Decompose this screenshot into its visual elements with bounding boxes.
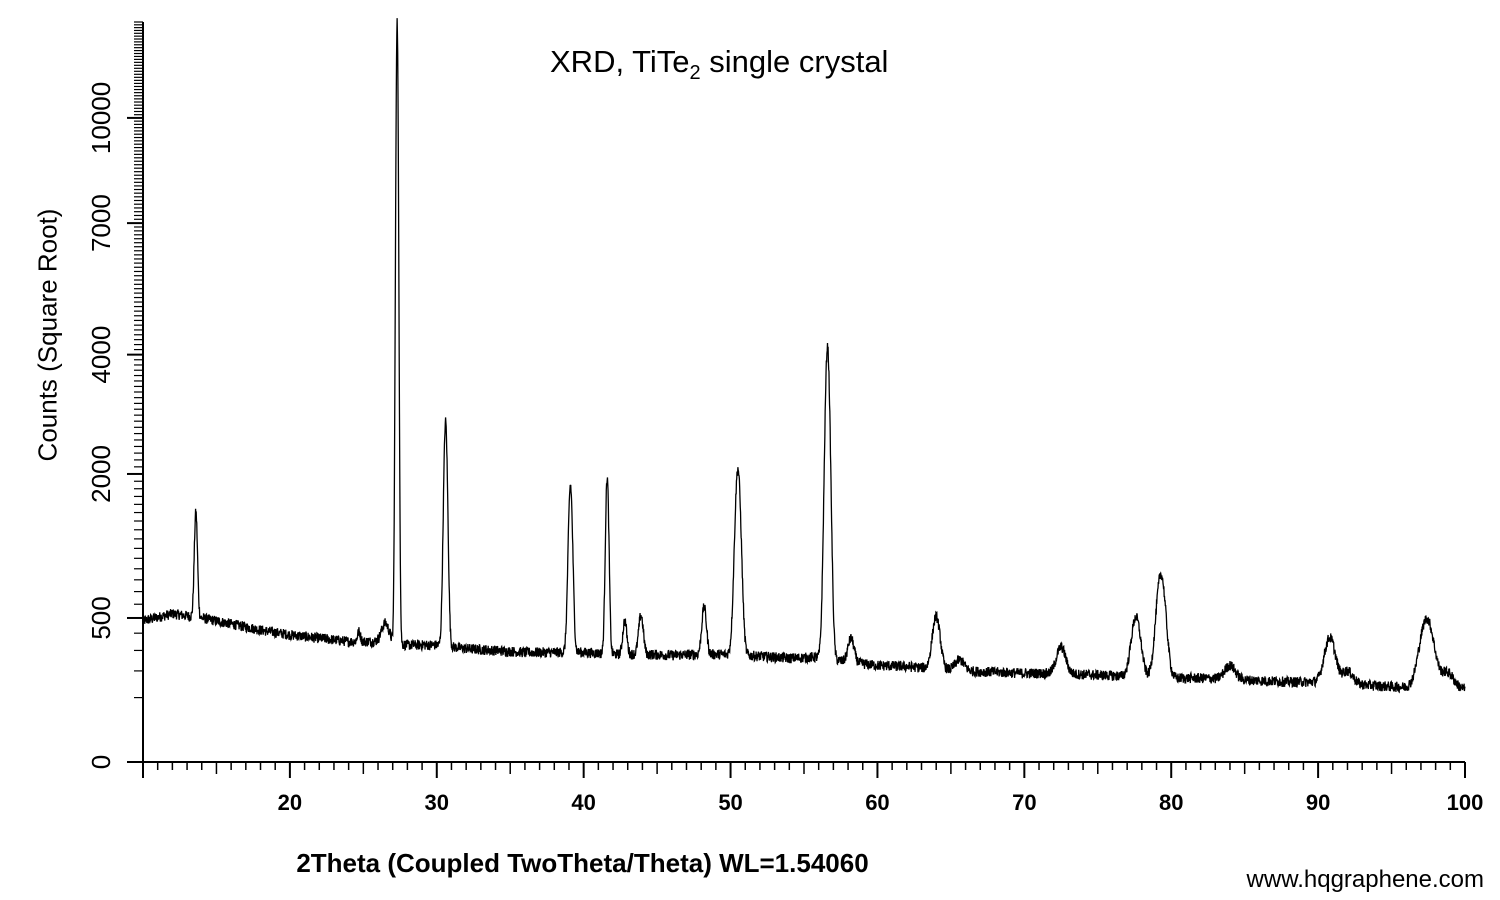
y-tick-label: 7000 <box>86 194 116 252</box>
chart-axes <box>142 22 1465 763</box>
x-tick-label: 60 <box>865 790 889 815</box>
watermark: www.hqgraphene.com <box>1246 866 1484 893</box>
y-tick-label: 2000 <box>86 445 116 503</box>
y-tick-label: 0 <box>86 755 116 769</box>
x-tick-label: 70 <box>1012 790 1036 815</box>
x-tick-label: 90 <box>1306 790 1330 815</box>
x-tick-label: 40 <box>571 790 595 815</box>
x-axis-label: 2Theta (Coupled TwoTheta/Theta) WL=1.540… <box>296 848 869 878</box>
x-tick-label: 30 <box>425 790 449 815</box>
y-tick-label: 4000 <box>86 326 116 384</box>
x-tick-label: 20 <box>278 790 302 815</box>
x-tick-label: 80 <box>1159 790 1183 815</box>
x-axis-ticks <box>142 762 1466 778</box>
chart-title-subscript: 2 <box>689 62 701 85</box>
y-tick-label: 500 <box>86 596 116 639</box>
y-tick-label: 10000 <box>86 82 116 154</box>
chart-title: XRD, TiTe2 single crystal <box>550 44 888 85</box>
y-axis-ticks <box>127 21 143 763</box>
xrd-pattern-line <box>142 18 1466 694</box>
x-tick-label: 100 <box>1447 790 1484 815</box>
chart-title-rest: single crystal <box>700 44 889 79</box>
y-tick-labels: 0 500 2000 4000 7000 10000 <box>86 82 116 769</box>
x-tick-labels: 20 30 40 50 60 70 80 90 100 <box>278 790 1484 815</box>
y-axis-label: Counts (Square Root) <box>32 208 63 462</box>
x-tick-label: 50 <box>718 790 742 815</box>
chart-title-main: XRD, TiTe <box>550 44 690 79</box>
